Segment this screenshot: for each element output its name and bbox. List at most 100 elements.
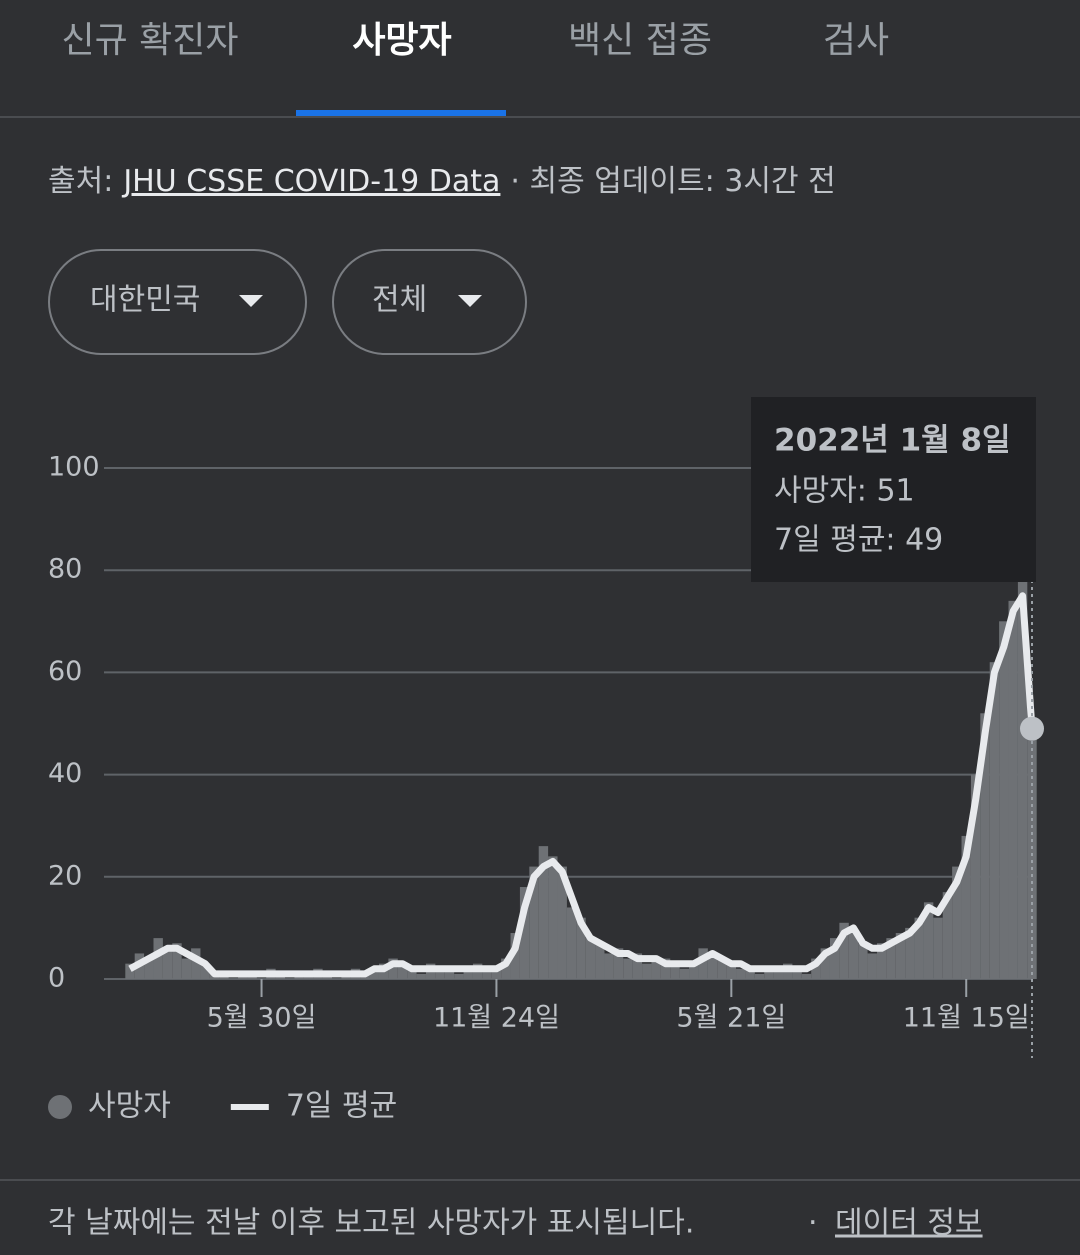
tab[interactable]: 백신 접종	[568, 20, 712, 61]
bar	[1017, 570, 1028, 979]
bar	[519, 887, 530, 979]
source-link[interactable]: JHU CSSE COVID-19 Data	[121, 164, 500, 199]
footer-note: 각 날짜에는 전날 이후 보고된 사망자가 표시됩니다.	[48, 1206, 694, 1241]
bar	[397, 963, 408, 979]
bar	[745, 968, 755, 979]
bar	[886, 938, 896, 979]
bar	[181, 958, 192, 979]
bar	[989, 662, 1000, 979]
bar	[388, 958, 398, 979]
bar	[923, 902, 934, 979]
bar	[736, 968, 746, 979]
x-tick-label: 11월 15일	[903, 1003, 1030, 1034]
legend-swatch	[48, 1095, 72, 1119]
bar	[689, 963, 699, 979]
bar	[754, 973, 765, 979]
bar	[162, 948, 173, 979]
tooltip-line: 사망자: 51	[774, 474, 915, 509]
footer-link[interactable]: 데이터 정보	[835, 1206, 983, 1241]
bar	[942, 892, 953, 979]
dropdown-arrow	[239, 295, 263, 307]
bar	[660, 958, 671, 979]
update-text: · 최종 업데이트: 3시간 전	[510, 164, 835, 199]
bar	[482, 968, 492, 979]
bar	[557, 866, 567, 979]
tooltip-line: 7일 평균: 49	[774, 523, 943, 558]
bar	[858, 943, 868, 979]
bar	[595, 943, 605, 979]
bar	[529, 866, 539, 979]
bar	[632, 953, 643, 979]
bar	[153, 938, 163, 979]
bar	[717, 958, 727, 979]
tab-divider	[0, 116, 1080, 118]
tab-active[interactable]: 사망자	[352, 20, 451, 61]
source-line: 출처: JHU CSSE COVID-19 Data · 최종 업데이트: 3시간 …	[48, 164, 836, 199]
dropdown-arrow	[458, 295, 482, 307]
tab-indicator	[296, 110, 506, 116]
bar	[435, 968, 445, 979]
chart: 0 20 40 60 80 100 5월 30일 11월 24일 5월 21일 11월 15일 20…	[48, 397, 1044, 1058]
bar	[848, 933, 859, 979]
bar	[501, 958, 511, 979]
bar	[773, 968, 784, 979]
bar	[876, 943, 887, 979]
footer-divider	[0, 1179, 1080, 1181]
bar	[933, 917, 943, 979]
bar	[670, 963, 680, 979]
bar	[144, 958, 154, 979]
bar	[839, 922, 849, 979]
x-tick-label: 5월 30일	[207, 1003, 317, 1034]
bar	[970, 774, 981, 979]
bar	[707, 953, 718, 979]
bar	[980, 713, 990, 979]
bar	[792, 968, 802, 979]
bar	[566, 907, 577, 979]
bar	[999, 621, 1009, 979]
bar	[726, 963, 737, 979]
y-tick-label: 20	[48, 860, 82, 891]
line	[128, 592, 1036, 978]
bar	[829, 938, 840, 979]
bar	[811, 958, 821, 979]
bar	[679, 968, 690, 979]
bar	[613, 948, 624, 979]
footer-separator: ·	[808, 1206, 818, 1241]
y-tick-label: 80	[48, 554, 82, 585]
source-label: 출처:	[48, 164, 113, 199]
dropdown[interactable]	[332, 249, 527, 355]
bar	[369, 968, 379, 979]
bar	[1008, 600, 1018, 979]
y-tick-label: 40	[48, 758, 82, 789]
legend: 사망자 7일 평균	[48, 1089, 397, 1124]
y-tick-label: 60	[48, 656, 82, 687]
bar	[642, 963, 652, 979]
bar	[416, 973, 426, 979]
bar	[548, 856, 558, 979]
bar	[914, 917, 924, 979]
bar	[623, 958, 633, 979]
bar	[952, 866, 962, 979]
tab[interactable]: 검사	[823, 20, 889, 61]
tooltip-box	[751, 397, 1036, 582]
legend-label: 사망자	[88, 1089, 171, 1124]
bar	[463, 968, 473, 979]
bar	[867, 953, 877, 979]
bar	[698, 948, 708, 979]
bar	[172, 943, 182, 979]
bar	[125, 963, 135, 979]
bar	[444, 968, 455, 979]
bar	[510, 933, 520, 979]
bar	[651, 958, 661, 979]
bar	[491, 968, 502, 979]
tab[interactable]: 신규 확진자	[61, 20, 238, 61]
bar	[764, 968, 774, 979]
bar	[407, 968, 417, 979]
dropdown-label: 전체	[372, 283, 427, 318]
bar	[538, 846, 549, 979]
tooltip-title: 2022년 1월 8일	[774, 423, 1011, 459]
legend-label: 7일 평균	[286, 1089, 397, 1124]
hover-point	[1020, 716, 1044, 741]
dropdown[interactable]	[48, 249, 307, 355]
